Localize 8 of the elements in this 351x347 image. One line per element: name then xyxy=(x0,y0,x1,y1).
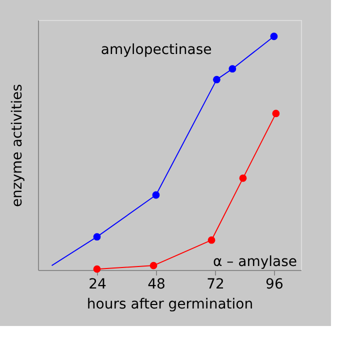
x-tick-label: 24 xyxy=(88,276,106,292)
series-label: amylopectinase xyxy=(100,42,212,58)
x-axis-title: hours after germination xyxy=(86,296,254,312)
x-tick-label: 48 xyxy=(148,276,166,292)
y-axis-title: enzyme activities xyxy=(10,84,26,207)
x-tick-label: 96 xyxy=(266,276,284,292)
series-label: α – amylase xyxy=(212,254,297,270)
x-tick-label: 72 xyxy=(206,276,224,292)
